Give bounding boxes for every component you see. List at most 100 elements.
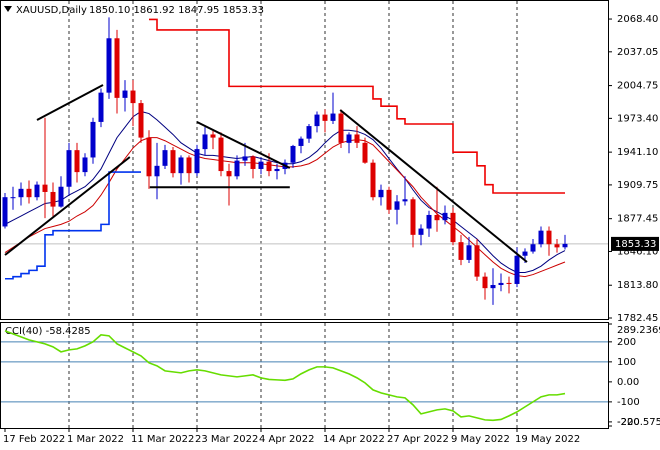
price-box <box>611 236 659 251</box>
candle-body <box>434 214 440 221</box>
candle-body <box>330 113 336 121</box>
candle-body <box>410 199 416 235</box>
candle-body <box>394 201 400 210</box>
candle-body <box>378 189 384 198</box>
candle-body <box>154 165 160 177</box>
main-panel <box>0 0 609 320</box>
x-tick-label: 19 May 2022 <box>515 434 580 445</box>
candle-body <box>178 157 184 174</box>
trendline <box>339 109 528 263</box>
candle-body <box>442 212 448 221</box>
y-tick-label: 1909.75 <box>617 180 658 191</box>
candle-body <box>74 150 80 173</box>
candle-body <box>306 126 312 139</box>
trendline <box>36 84 104 121</box>
candle-body <box>106 38 112 93</box>
candle-body <box>386 189 392 210</box>
y-tick-label: 2037.05 <box>617 47 658 58</box>
indicator-panel <box>0 322 609 429</box>
candle-body <box>274 168 280 172</box>
candle-body <box>538 230 544 245</box>
candle-body <box>250 156 256 169</box>
candle-body <box>546 230 552 245</box>
candle-body <box>426 214 432 229</box>
candle-body <box>322 114 328 121</box>
candle-body <box>34 184 40 198</box>
moving-average <box>4 110 566 273</box>
candle-body <box>98 92 104 122</box>
candle-body <box>66 150 72 187</box>
candle-body <box>58 186 64 207</box>
candle-body <box>194 149 200 174</box>
y-tick-label: 1813.80 <box>617 280 658 291</box>
x-tick-label: 27 Apr 2022 <box>387 434 449 445</box>
x-tick-label: 23 Mar 2022 <box>195 434 258 445</box>
y-tick-label: 1782.45 <box>617 313 658 324</box>
candle-body <box>42 184 48 192</box>
candle-body <box>26 188 32 198</box>
candle-body <box>242 156 248 161</box>
indicator-title: CCI(40) -58.4285 <box>5 326 91 337</box>
candle-body <box>298 138 304 146</box>
candle-body <box>338 113 344 143</box>
candle-body <box>450 212 456 243</box>
candle-body <box>162 150 168 166</box>
candle-body <box>122 90 128 98</box>
x-tick-label: 11 Mar 2022 <box>131 434 194 445</box>
y-tick-label: 1941.10 <box>617 147 658 158</box>
candle-body <box>498 282 504 286</box>
candle-body <box>50 191 56 207</box>
x-tick-label: 14 Apr 2022 <box>323 434 385 445</box>
candle-body <box>114 38 120 98</box>
candle-body <box>210 134 216 138</box>
candle-body <box>90 121 96 158</box>
x-tick-label: 4 Apr 2022 <box>259 434 314 445</box>
candle-body <box>514 255 520 284</box>
y-tick-label: 1846.10 <box>617 246 658 257</box>
candle-body <box>82 157 88 173</box>
x-tick-label: 1 Mar 2022 <box>67 434 124 445</box>
candle-body <box>314 114 320 127</box>
candle-body <box>10 197 16 199</box>
candle-body <box>234 160 240 177</box>
moving-average <box>4 137 566 278</box>
candle-body <box>258 161 264 169</box>
ohlc-label: 1850.10 1861.92 1847.95 1853.33 <box>89 5 264 16</box>
indicator-tick-label: 0.00 <box>617 377 639 388</box>
candle-body <box>218 137 224 172</box>
indicator-tick-label: -100 <box>617 397 640 408</box>
y-tick-label: 2004.75 <box>617 81 658 92</box>
indicator-tick-label: 200 <box>617 337 636 348</box>
candle-body <box>146 137 152 177</box>
indicator-tick-label: 100 <box>617 357 636 368</box>
indicator-line <box>4 330 566 422</box>
x-tick-label: 9 May 2022 <box>451 434 510 445</box>
candle-body <box>18 188 24 198</box>
indicator-tick-label: 289.2369 <box>617 325 660 336</box>
candle-body <box>522 251 528 256</box>
candle-body <box>554 244 560 248</box>
candle-body <box>2 197 8 227</box>
candle-body <box>226 171 232 177</box>
y-tick-label: 2068.40 <box>617 14 658 25</box>
candle-body <box>130 90 136 104</box>
candle-body <box>138 103 144 138</box>
symbol-label: XAUUSD,Daily <box>16 5 87 16</box>
candle-body <box>354 134 360 143</box>
candle-body <box>458 242 464 260</box>
y-tick-label: 1973.40 <box>617 113 658 124</box>
trendline <box>196 121 291 169</box>
candle-body <box>346 134 352 143</box>
candle-body <box>490 285 496 289</box>
trendline <box>4 156 131 256</box>
candle-body <box>170 150 176 174</box>
indicator-tick-label: -200 <box>617 417 640 428</box>
candle-body <box>202 134 208 150</box>
candle-body <box>362 142 368 163</box>
candle-body <box>474 245 480 277</box>
candle-body <box>290 145 296 163</box>
candle-body <box>186 157 192 174</box>
menu-arrow[interactable] <box>4 6 12 12</box>
y-tick-label: 1877.45 <box>617 214 658 225</box>
